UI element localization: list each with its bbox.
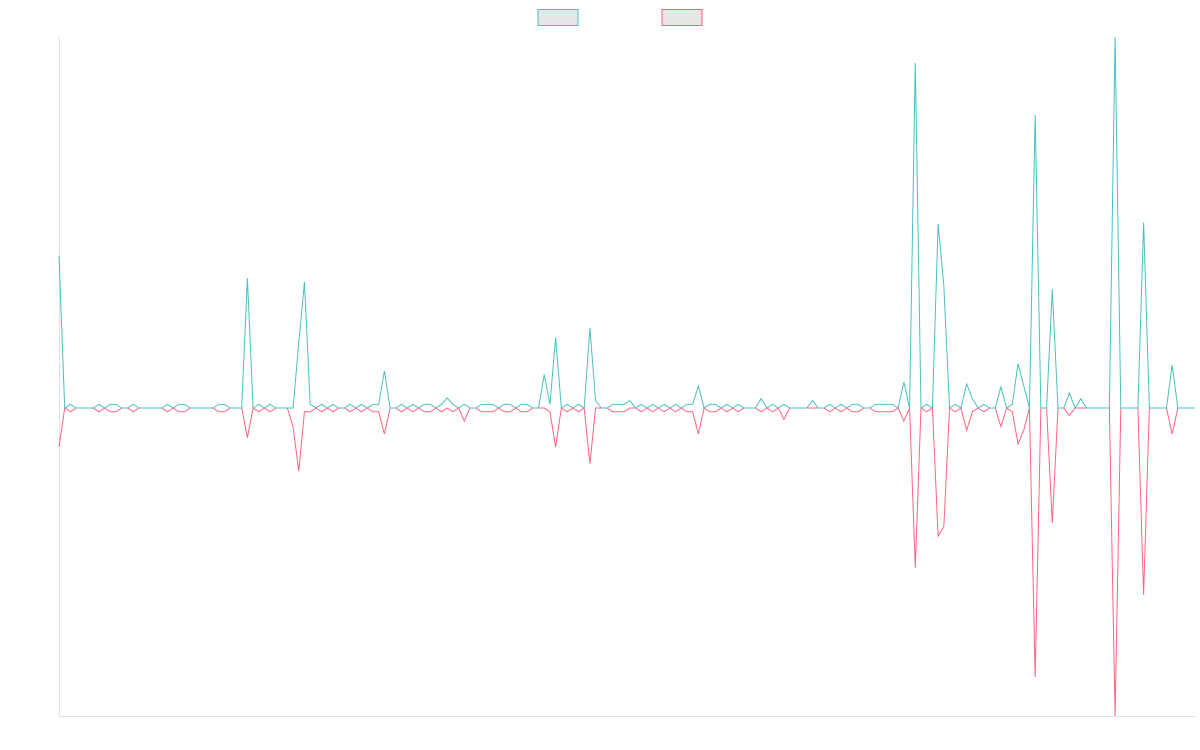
series-line	[58, 407, 1195, 717]
series-line	[58, 36, 1195, 410]
legend-swatch[interactable]	[661, 9, 703, 26]
legend-swatch[interactable]	[537, 9, 579, 26]
